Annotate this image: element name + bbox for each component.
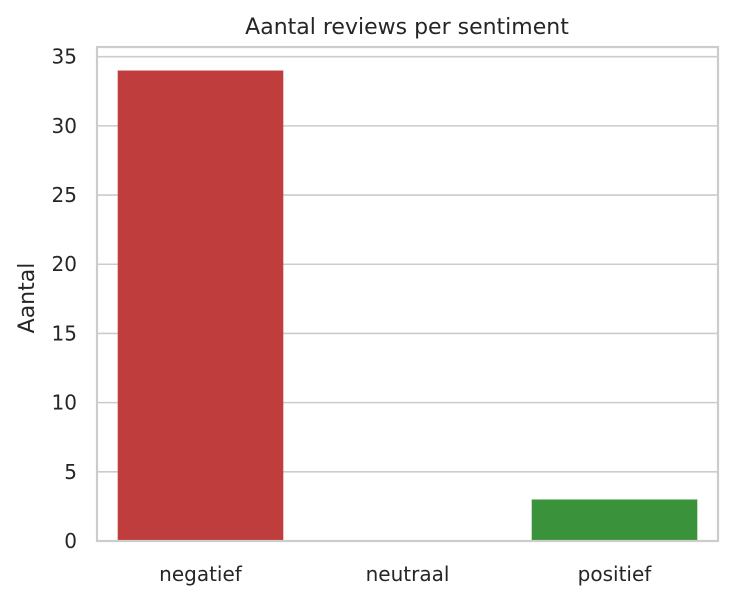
y-tick-labels: 0 5 10 15 20 25 30 35 bbox=[52, 45, 77, 553]
y-tick-label: 15 bbox=[52, 321, 77, 345]
chart-title: Aantal reviews per sentiment bbox=[245, 15, 569, 40]
y-tick-label: 20 bbox=[52, 252, 77, 276]
x-tick-label-neutraal: neutraal bbox=[366, 562, 450, 586]
y-tick-label: 30 bbox=[52, 114, 77, 138]
x-tick-label-positief: positief bbox=[578, 562, 653, 586]
bar-positief bbox=[531, 499, 698, 541]
bar-negatief bbox=[117, 70, 284, 542]
bars bbox=[117, 70, 698, 542]
x-tick-labels: negatief neutraal positief bbox=[159, 562, 652, 586]
y-tick-label: 35 bbox=[52, 45, 77, 69]
plot-frame bbox=[95, 45, 720, 543]
y-tick-label: 25 bbox=[52, 183, 77, 207]
y-tick-label: 5 bbox=[64, 460, 77, 484]
y-tick-label: 10 bbox=[52, 391, 77, 415]
x-tick-label-negatief: negatief bbox=[159, 562, 243, 586]
y-axis-label: Aantal bbox=[15, 263, 40, 334]
y-tick-label: 0 bbox=[64, 529, 77, 553]
